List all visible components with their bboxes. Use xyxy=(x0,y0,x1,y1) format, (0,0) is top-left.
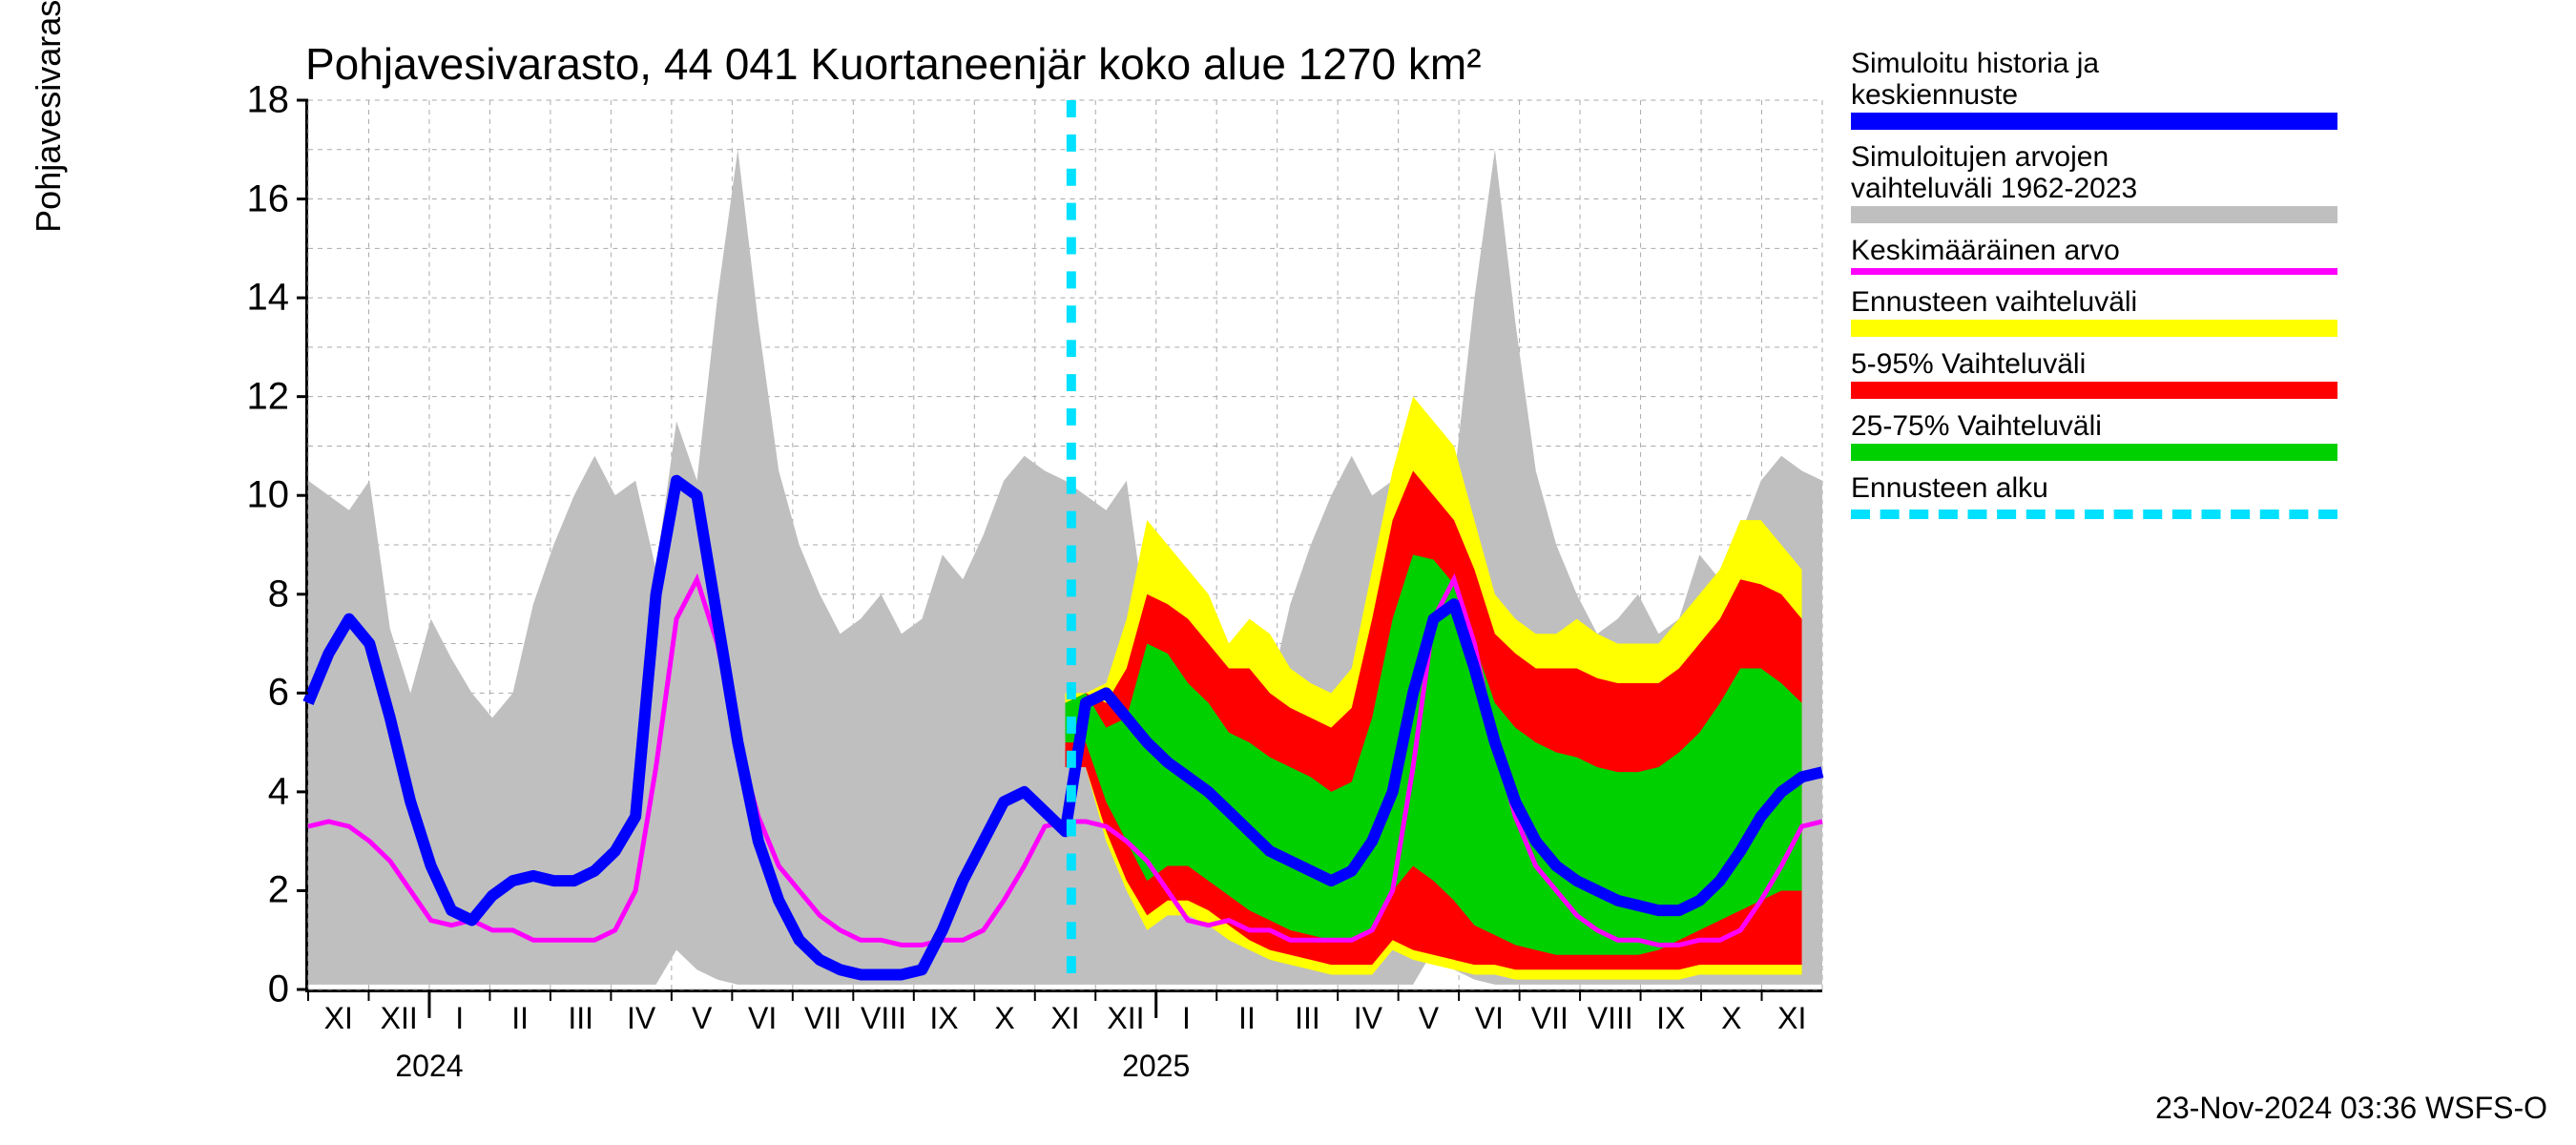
legend-swatch xyxy=(1851,113,2337,130)
x-tick: VII xyxy=(1531,1001,1568,1036)
x-tick: III xyxy=(1295,1001,1320,1036)
y-tick: 14 xyxy=(247,277,290,320)
year-label: 2025 xyxy=(1122,1049,1190,1084)
chart-container: Pohjavesivarasto / Groundwater storage m… xyxy=(0,0,2576,1145)
y-tick: 18 xyxy=(247,79,290,122)
x-tick: IX xyxy=(1656,1001,1685,1036)
x-tick: X xyxy=(994,1001,1014,1036)
legend-label: Simuloitujen arvojen xyxy=(1851,141,2347,173)
x-tick: II xyxy=(1238,1001,1256,1036)
x-tick: XI xyxy=(1050,1001,1079,1036)
y-tick: 10 xyxy=(247,474,290,517)
legend-item: 5-95% Vaihteluväli xyxy=(1851,348,2347,399)
x-tick: XII xyxy=(381,1001,418,1036)
legend-item: Simuloitu historia jakeskiennuste xyxy=(1851,48,2347,130)
x-tick: I xyxy=(1182,1001,1191,1036)
legend-label: vaihteluväli 1962-2023 xyxy=(1851,173,2347,204)
y-tick: 0 xyxy=(268,968,289,1011)
x-tick: I xyxy=(455,1001,464,1036)
chart-title: Pohjavesivarasto, 44 041 Kuortaneenjär k… xyxy=(305,38,1482,90)
legend-item: 25-75% Vaihteluväli xyxy=(1851,410,2347,461)
legend-swatch-dash xyxy=(1851,510,2337,519)
legend-item: Ennusteen alku xyxy=(1851,472,2347,519)
legend: Simuloitu historia jakeskiennusteSimuloi… xyxy=(1851,48,2347,531)
legend-label: 5-95% Vaihteluväli xyxy=(1851,348,2347,380)
legend-label: Simuloitu historia ja xyxy=(1851,48,2347,79)
x-tick: XI xyxy=(324,1001,353,1036)
legend-swatch xyxy=(1851,382,2337,399)
x-tick: VII xyxy=(804,1001,841,1036)
y-tick: 2 xyxy=(268,869,289,912)
x-tick: XII xyxy=(1107,1001,1144,1036)
x-tick: VIII xyxy=(861,1001,906,1036)
x-tick: IV xyxy=(627,1001,655,1036)
legend-label: keskiennuste xyxy=(1851,79,2347,111)
y-tick: 4 xyxy=(268,770,289,813)
legend-item: Ennusteen vaihteluväli xyxy=(1851,286,2347,337)
plot-area: 024681012141618XIXIIIIIIIIIVVVIVIIVIIIIX… xyxy=(305,100,1822,992)
legend-label: Ennusteen vaihteluväli xyxy=(1851,286,2347,318)
legend-label: Ennusteen alku xyxy=(1851,472,2347,504)
x-tick: III xyxy=(568,1001,593,1036)
x-tick: V xyxy=(692,1001,712,1036)
legend-label: 25-75% Vaihteluväli xyxy=(1851,410,2347,442)
y-tick: 16 xyxy=(247,177,290,220)
year-label: 2024 xyxy=(395,1049,463,1084)
footer-timestamp: 23-Nov-2024 03:36 WSFS-O xyxy=(2155,1091,2547,1126)
x-tick: IX xyxy=(929,1001,958,1036)
y-tick: 6 xyxy=(268,672,289,715)
x-tick: II xyxy=(511,1001,529,1036)
x-tick: X xyxy=(1721,1001,1741,1036)
y-tick: 12 xyxy=(247,375,290,418)
y-tick: 8 xyxy=(268,572,289,615)
x-tick: XI xyxy=(1777,1001,1806,1036)
legend-swatch xyxy=(1851,206,2337,223)
x-tick: VI xyxy=(1475,1001,1504,1036)
legend-swatch xyxy=(1851,320,2337,337)
legend-swatch xyxy=(1851,444,2337,461)
x-tick: IV xyxy=(1354,1001,1382,1036)
x-tick: VIII xyxy=(1588,1001,1633,1036)
x-tick: VI xyxy=(748,1001,777,1036)
legend-swatch xyxy=(1851,268,2337,275)
y-axis-label: Pohjavesivarasto / Groundwater storage m… xyxy=(29,0,69,233)
legend-item: Keskimääräinen arvo xyxy=(1851,235,2347,275)
legend-item: Simuloitujen arvojenvaihteluväli 1962-20… xyxy=(1851,141,2347,223)
legend-label: Keskimääräinen arvo xyxy=(1851,235,2347,266)
x-tick: V xyxy=(1419,1001,1439,1036)
